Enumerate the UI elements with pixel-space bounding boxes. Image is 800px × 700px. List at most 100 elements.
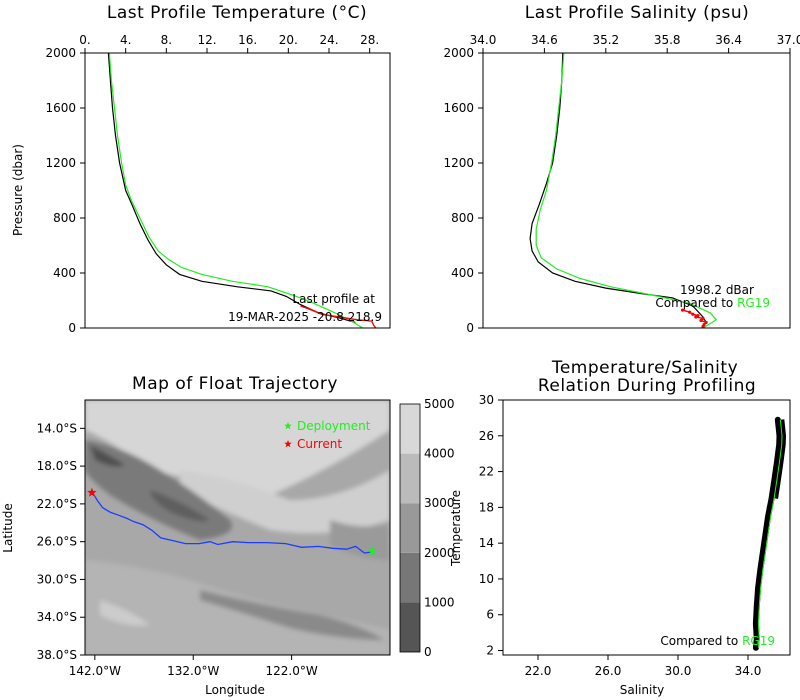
ts-title: Temperature/Salinity [551,358,738,378]
temperature-ytick-label: 1600 [45,101,76,115]
temperature-xtick-label: 8. [161,33,172,47]
map-xtick-label: 142.0°W [69,664,121,678]
salinity-surface-point [704,320,708,325]
deployment-star-marker [367,546,377,556]
colorbar-tick-label: 3000 [424,496,455,510]
ts-xtick-label: 26.0 [595,664,622,678]
colorbar-frame [399,403,421,653]
temperature-series-surface_current [300,305,377,329]
salinity-axis-label: Salinity [620,683,664,697]
ts-ytick-label: 30 [479,393,494,407]
latitude-axis-label: Latitude [1,503,15,552]
temperature-ytick-label: 400 [53,266,76,280]
salinity-xtick-label: 36.4 [715,33,742,47]
salinity-panel: Last Profile Salinity (psu) 34.0 34.6 35.2… [443,3,800,335]
salinity-xtick-label: 35.8 [654,33,681,47]
salinity-ytick-label: 800 [451,211,474,225]
colorbar-tick-label: 1000 [424,595,455,609]
salinity-surface-point [701,325,705,329]
temperature-ytick-label: 0 [68,321,76,335]
temperature-panel: Last Profile Temperature (°C) 0. 4. 8. 12. 1… [11,3,391,335]
salinity-ytick-label: 1200 [443,156,474,170]
legend-deployment-label: Deployment [297,419,371,433]
ts-reference-line [757,419,783,648]
temperature-ytick-label: 1200 [45,156,76,170]
salinity-series-reference [535,52,718,329]
bathymetry-background [85,400,390,655]
temperature-axis-label: Temperature [449,490,463,567]
salinity-surface-point [680,308,685,312]
colorbar-band [400,453,420,504]
longitude-axis-label: Longitude [205,683,265,697]
ts-ytick-label: 14 [479,536,494,550]
ts-plot-frame [502,399,791,656]
colorbar-band [400,404,420,454]
map-xtick-label: 132.0°W [167,664,219,678]
legend-current-star [284,440,292,448]
ts-ytick-label: 6 [486,608,494,622]
ts-ytick-label: 22 [479,465,494,479]
salinity-xtick-label: 34.6 [531,33,558,47]
temperature-xtick-label: 28. [360,33,379,47]
temperature-xtick-label: 0. [79,33,90,47]
temperature-xtick-label: 12. [197,33,216,47]
colorbar-tick-label: 2000 [424,546,455,560]
salinity-ytick-label: 400 [451,266,474,280]
temperature-annotation-line-1: Last profile at [292,292,375,306]
map-plot-frame [84,399,391,656]
colorbar-band [400,602,420,652]
temperature-xtick-label: 4. [120,33,131,47]
colorbar-tick-label: 5000 [424,397,455,411]
temperature-series-last_profile [107,52,356,324]
float-trajectory-line [92,493,372,554]
compared-prefix: Compared to [660,634,742,648]
map-ytick-label: 14.0°S [37,421,77,435]
temperature-ytick-label: 2000 [45,46,76,60]
temperature-ytick-label: 800 [53,211,76,225]
compared-prefix: Compared to [655,296,737,310]
legend-deployment-star [284,422,292,430]
map-ytick-label: 34.0°S [37,610,77,624]
map-ytick-label: 18.0°S [37,459,77,473]
trajectory-map-panel: Map of Float Trajectory Deployment Curren… [1,374,455,697]
temperature-xtick-label: 24. [319,33,338,47]
current-star-marker [87,487,97,497]
ts-xtick-label: 22.0 [525,664,552,678]
temperature-xtick-label: 20. [279,33,298,47]
salinity-ytick-label: 2000 [443,46,474,60]
ts-panel: Temperature/Salinity Relation During Pro… [449,358,791,697]
map-xtick-label: 122.0°W [266,664,318,678]
ts-ytick-label: 18 [479,500,494,514]
salinity-surface-point [688,310,692,314]
ts-ytick-label: 2 [486,644,494,658]
legend-current-label: Current [297,437,342,451]
salinity-title: Last Profile Salinity (psu) [525,3,750,23]
reference-name: RG19 [742,634,775,648]
salinity-surface-point [694,315,698,319]
temperature-plot-frame [84,52,391,329]
ts-xtick-label: 30.0 [665,664,692,678]
temperature-title: Last Profile Temperature (°C) [107,3,367,23]
ts-ytick-label: 10 [479,572,494,586]
salinity-xtick-label: 34.0 [470,33,497,47]
temperature-annotation-line-2: 19-MAR-2025 -20.8 218.9 [228,310,382,324]
map-ytick-label: 38.0°S [37,648,77,662]
colorbar-tick-label: 0 [424,645,432,659]
ts-subtitle: Relation During Profiling [538,376,756,396]
colorbar-band [400,552,420,603]
salinity-plot-frame [482,52,791,329]
salinity-annotation-depth: 1998.2 dBar [680,283,754,297]
salinity-surface-point [691,312,695,316]
salinity-annotation-compared: Compared to RG19 [655,296,770,310]
ts-ytick-label: 26 [479,429,494,443]
salinity-series-last_profile [529,52,707,323]
salinity-xtick-label: 37.0 [777,33,800,47]
salinity-ytick-label: 1600 [443,101,474,115]
temperature-xtick-label: 16. [238,33,257,47]
map-ytick-label: 30.0°S [37,572,77,586]
map-ytick-label: 26.0°S [37,535,77,549]
colorbar-tick-label: 4000 [424,447,455,461]
reference-name: RG19 [737,296,770,310]
colorbar-band [400,503,420,553]
